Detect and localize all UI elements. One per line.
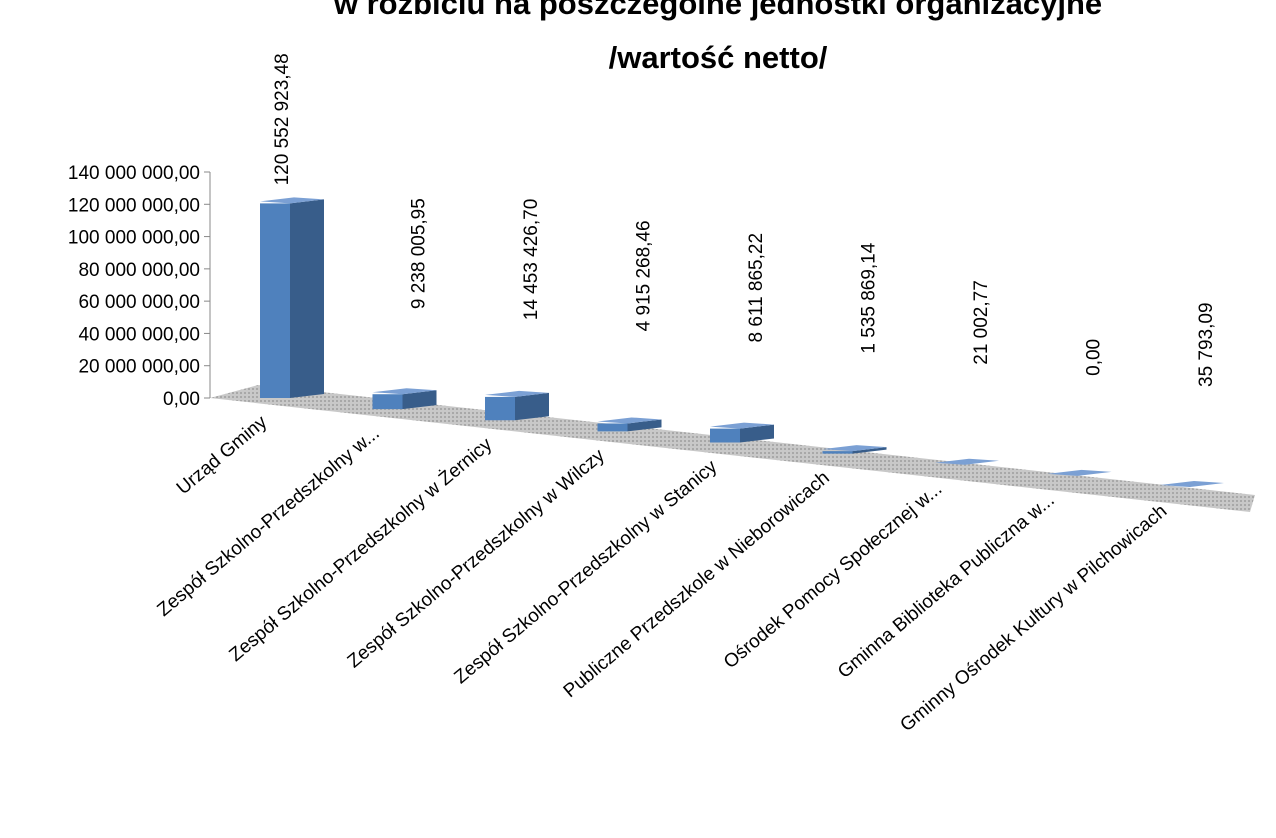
value-label: 8 611 865,22 (746, 233, 767, 343)
x-tick-label: Gminna Biblioteka Publiczna w... (834, 490, 1059, 683)
bar-side (627, 419, 662, 432)
y-tick-label: 0,00 (163, 389, 200, 410)
y-tick-label: 80 000 000,00 (78, 260, 200, 281)
bar-side (740, 424, 774, 443)
bar-side (290, 199, 324, 398)
bar (597, 423, 628, 432)
value-label: 14 453 426,70 (521, 199, 542, 321)
x-tick-label: Publiczne Przedszkole w Nieborowicach (560, 467, 834, 702)
chart-title: w rozbiciu na poszczególne jednostki org… (333, 0, 1102, 21)
value-label: 4 915 268,46 (634, 220, 655, 331)
x-tick-label: Ośrodek Pomocy Społecznej w... (720, 478, 946, 673)
bar-side (965, 460, 999, 465)
value-label: 21 002,77 (971, 280, 992, 365)
x-tick-label: Zespół Szkolno-Przedszkolny w... (153, 423, 383, 621)
bar-top (597, 417, 662, 424)
bar-side (852, 447, 887, 454)
y-tick-label: 60 000 000,00 (78, 292, 200, 313)
bar-side (515, 392, 549, 421)
bar-side (402, 390, 437, 410)
floor (210, 385, 1255, 512)
bar-top (710, 422, 774, 429)
bar (372, 394, 403, 410)
bar (485, 396, 515, 421)
y-tick-label: 40 000 000,00 (78, 324, 200, 345)
bar-top (260, 197, 324, 204)
x-tick-label: Gminny Ośrodek Kultury w Pilchowicach (896, 501, 1171, 736)
bar-top (372, 388, 437, 395)
x-tick-label: Zespół Szkolno-Przedszkolny w Wilczy (344, 445, 609, 672)
bar-side (1190, 482, 1224, 487)
y-tick-label: 20 000 000,00 (78, 357, 200, 378)
bar-top (1047, 469, 1112, 476)
x-tick-label: Urząd Gminy (173, 411, 272, 499)
bar (710, 428, 740, 443)
value-label: 35 793,09 (1196, 302, 1217, 387)
value-label: 120 552 923,48 (272, 53, 293, 185)
bar-top (485, 390, 549, 397)
bar (260, 203, 290, 398)
bar-top (822, 445, 887, 452)
bar-top (1160, 480, 1224, 487)
x-tick-label: Zespół Szkolno-Przedszkolny w Stanicy (450, 456, 721, 688)
y-tick-label: 140 000 000,00 (68, 163, 200, 184)
value-label: 9 238 005,95 (409, 198, 430, 309)
x-tick-label: Zespół Szkolno-Przedszkolny w Żernicy (225, 434, 496, 666)
y-tick-label: 120 000 000,00 (68, 195, 200, 216)
value-label: 1 535 869,14 (859, 242, 880, 353)
chart-title: /wartość netto/ (609, 40, 828, 75)
bar-top (935, 458, 999, 465)
y-tick-label: 100 000 000,00 (68, 228, 200, 249)
value-label: 0,00 (1084, 339, 1105, 376)
bar (822, 451, 853, 454)
